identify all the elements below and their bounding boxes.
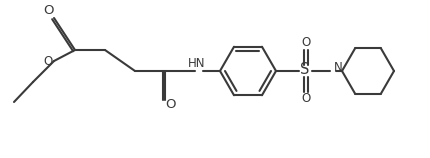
Text: O: O [43,55,52,69]
Text: O: O [166,98,176,112]
Text: O: O [301,92,310,106]
Text: O: O [44,4,54,18]
Text: O: O [301,36,310,49]
Text: HN: HN [188,58,205,70]
Text: S: S [300,63,309,78]
Text: N: N [333,61,342,75]
